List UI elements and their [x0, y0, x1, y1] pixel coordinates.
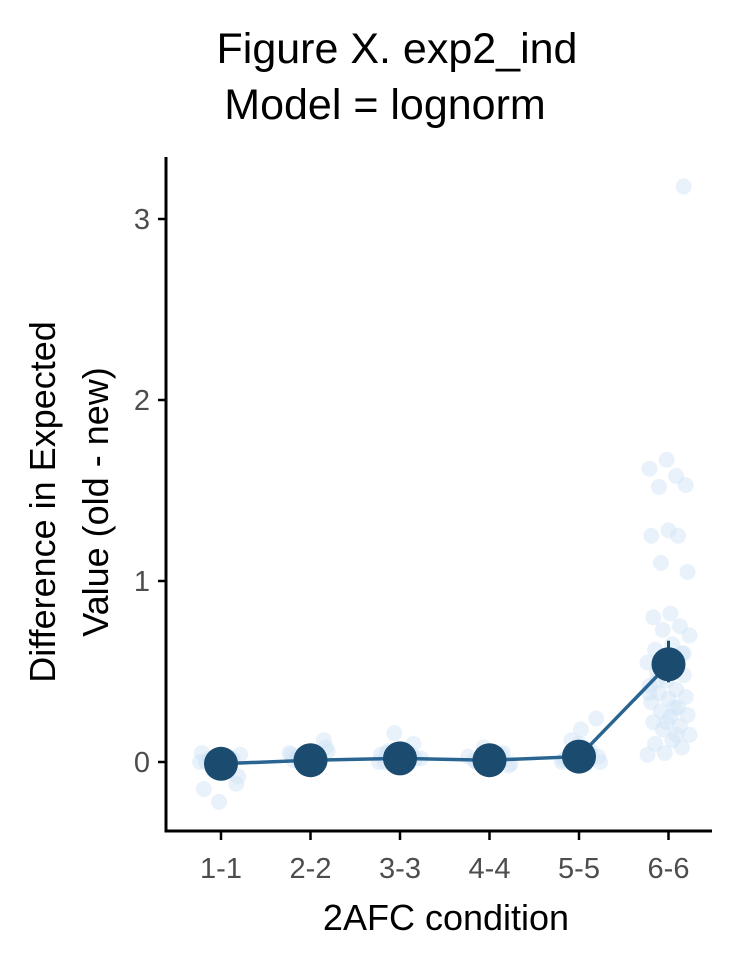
raw-point — [643, 694, 660, 711]
chart-title-line-2: Model = lognorm — [224, 81, 545, 129]
y-tick-label: 1 — [134, 566, 150, 598]
raw-point — [641, 460, 658, 477]
y-tick-label: 2 — [134, 385, 150, 417]
raw-point — [671, 618, 688, 635]
x-tick-label: 1-1 — [200, 853, 242, 885]
raw-point — [195, 781, 212, 798]
x-tick-label: 3-3 — [379, 853, 421, 885]
raw-point — [281, 744, 298, 761]
raw-point — [645, 609, 662, 626]
mean-point — [293, 743, 328, 778]
y-tick-label: 3 — [134, 204, 150, 236]
raw-point — [664, 732, 681, 749]
raw-point — [211, 793, 228, 810]
raw-point — [658, 714, 675, 731]
raw-point — [652, 554, 669, 571]
y-axis-title-line-2: Value (old - new) — [75, 367, 116, 636]
mean-point — [651, 647, 686, 682]
raw-point — [228, 775, 245, 792]
raw-point — [592, 754, 608, 770]
raw-point — [656, 744, 673, 761]
mean-point — [562, 739, 596, 774]
raw-point — [654, 621, 671, 638]
raw-point — [666, 699, 683, 716]
x-tick-label: 2-2 — [290, 853, 332, 885]
raw-point — [386, 725, 403, 742]
raw-point — [660, 522, 677, 539]
raw-point — [677, 477, 694, 494]
y-axis-title-line-1: Difference in Expected — [22, 321, 63, 683]
raw-point — [673, 739, 690, 756]
raw-point — [677, 688, 694, 705]
raw-point — [650, 478, 667, 495]
raw-point — [639, 746, 656, 763]
raw-point — [662, 708, 679, 725]
raw-point — [660, 690, 677, 707]
x-tick-label: 4-4 — [469, 853, 511, 885]
raw-point — [679, 706, 696, 723]
chart-title-line-1: Figure X. exp2_ind — [217, 25, 578, 73]
x-tick-label: 5-5 — [558, 853, 600, 885]
raw-point — [645, 714, 662, 731]
mean-point — [204, 746, 238, 781]
raw-point — [652, 703, 669, 720]
x-tick-label: 6-6 — [648, 853, 690, 885]
raw-point — [654, 721, 671, 738]
raw-point — [679, 563, 696, 580]
mean-point — [472, 743, 507, 778]
x-ticks: 1-1 2-2 3-3 4-4 5-5 6-6 — [200, 831, 689, 885]
raw-point — [681, 726, 698, 743]
raw-point — [643, 527, 660, 544]
raw-point — [670, 527, 687, 544]
raw-point — [670, 699, 687, 716]
raw-point — [315, 732, 332, 749]
raw-point — [572, 721, 589, 738]
raw-point — [647, 735, 664, 752]
raw-point — [668, 468, 685, 485]
means-layer — [204, 647, 686, 781]
x-axis-title: 2AFC condition — [323, 897, 569, 938]
raw-point — [192, 754, 208, 770]
raw-point — [671, 717, 688, 734]
y-ticks: 0 1 2 3 — [134, 204, 166, 779]
raw-point — [588, 710, 605, 727]
raw-points-layer — [192, 178, 698, 810]
raw-point — [639, 654, 656, 671]
raw-point — [658, 451, 675, 468]
raw-point — [662, 605, 679, 622]
raw-point — [668, 681, 685, 698]
y-tick-label: 0 — [134, 747, 150, 779]
raw-point — [681, 627, 698, 644]
raw-point — [650, 685, 667, 702]
raw-point — [668, 726, 685, 743]
mean-point — [383, 741, 417, 776]
raw-point — [675, 178, 692, 195]
